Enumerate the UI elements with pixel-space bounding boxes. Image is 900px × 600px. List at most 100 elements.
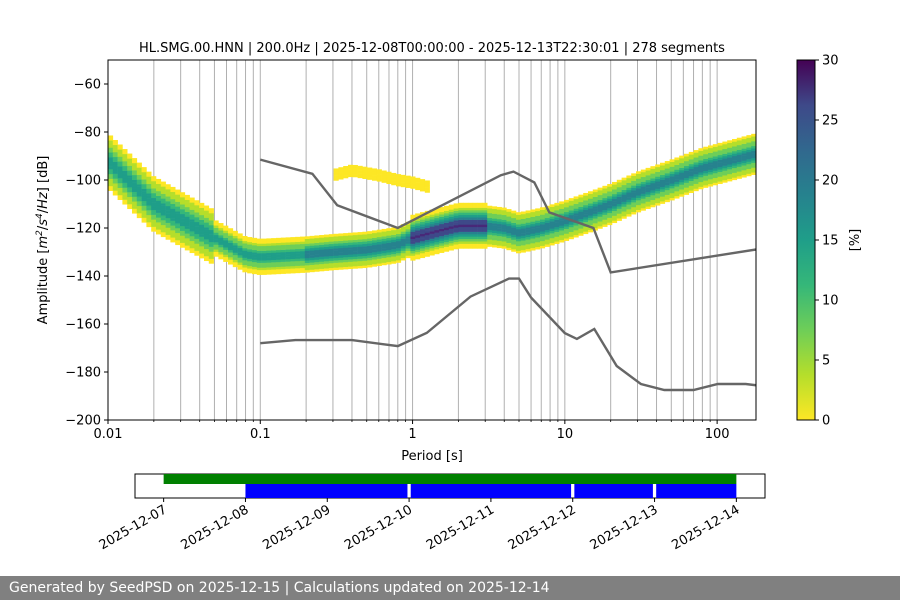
heatmap-cell <box>400 228 406 232</box>
heatmap-cell <box>184 223 190 227</box>
heatmap-cell <box>324 239 330 243</box>
heatmap-cell <box>405 178 411 181</box>
heatmap-cell <box>136 179 142 183</box>
heatmap-cell <box>655 198 661 201</box>
heatmap-cell <box>549 237 555 241</box>
heatmap-cell <box>410 231 416 235</box>
heatmap-cell <box>472 205 478 208</box>
heatmap-cell <box>650 168 656 172</box>
heatmap-cell <box>640 171 646 175</box>
heatmap-cell <box>535 220 541 224</box>
heatmap-cell <box>501 214 507 218</box>
heatmap-cell <box>607 193 613 197</box>
heatmap-cell <box>309 240 315 244</box>
heatmap-cell <box>208 244 214 247</box>
heatmap-cell <box>439 221 445 225</box>
heatmap-cell <box>280 252 286 255</box>
heatmap-cell <box>194 231 200 235</box>
heatmap-cell <box>391 175 397 179</box>
heatmap-cell <box>684 187 690 191</box>
heatmap-cell <box>146 202 152 206</box>
heatmap-cell <box>261 265 267 268</box>
heatmap-cell <box>420 228 426 232</box>
heatmap-cell <box>252 240 258 243</box>
heatmap-cell <box>165 186 171 190</box>
heatmap-cell <box>674 195 680 199</box>
heatmap-cell <box>127 203 133 207</box>
heatmap-cell <box>501 219 507 223</box>
heatmap-cell <box>290 263 296 267</box>
heatmap-cell <box>151 207 157 211</box>
heatmap-cell <box>564 209 570 213</box>
heatmap-cell <box>242 260 248 263</box>
heatmap-cell <box>280 249 286 253</box>
heatmap-cell <box>170 222 176 226</box>
y-tick-label: −180 <box>65 366 101 381</box>
heatmap-cell <box>722 177 728 181</box>
heatmap-cell <box>501 207 507 211</box>
heatmap-cell <box>535 244 541 248</box>
heatmap-cell <box>477 241 483 244</box>
heatmap-cell <box>194 200 200 203</box>
heatmap-cell <box>108 135 114 139</box>
heatmap-cell <box>684 170 690 174</box>
heatmap-cell <box>232 259 238 263</box>
heatmap-cell <box>108 188 114 191</box>
heatmap-cell <box>386 252 392 255</box>
heatmap-cell <box>616 213 622 217</box>
heatmap-cell <box>674 176 680 180</box>
heatmap-cell <box>703 165 709 169</box>
heatmap-cell <box>501 217 507 220</box>
heatmap-cell <box>684 180 690 183</box>
heatmap-cell <box>232 230 238 234</box>
heatmap-cell <box>127 177 133 181</box>
heatmap-cell <box>458 207 464 211</box>
heatmap-cell <box>117 163 123 167</box>
heatmap-cell <box>165 215 171 219</box>
heatmap-cell <box>285 251 291 255</box>
heatmap-cell <box>256 267 262 271</box>
heatmap-cell <box>439 214 445 217</box>
heatmap-cell <box>525 227 531 230</box>
heatmap-cell <box>645 184 651 188</box>
heatmap-cell <box>285 254 291 257</box>
heatmap-cell <box>415 230 421 233</box>
heatmap-cell <box>391 239 397 243</box>
heatmap-cell <box>146 198 152 201</box>
heatmap-cell <box>530 243 536 246</box>
heatmap-cell <box>621 201 627 205</box>
heatmap-cell <box>645 203 651 207</box>
heatmap-cell <box>583 214 589 218</box>
colorbar-tick-label: 20 <box>822 174 839 189</box>
heatmap-cell <box>693 186 699 189</box>
heatmap-cell <box>271 247 277 251</box>
heatmap-cell <box>324 236 330 240</box>
x-axis: 0.01 0.1 1 10 100 <box>94 420 730 442</box>
heatmap-cell <box>712 165 718 169</box>
heatmap-cell <box>400 179 406 183</box>
heatmap-cell <box>189 197 195 201</box>
heatmap-cell <box>256 257 262 261</box>
heatmap-cell <box>208 229 214 233</box>
heatmap-cell <box>180 237 186 241</box>
heatmap-cell <box>520 247 526 251</box>
heatmap-cell <box>132 177 138 180</box>
heatmap-cell <box>492 211 498 214</box>
heatmap-cell <box>156 207 162 211</box>
heatmap-cell <box>117 187 123 191</box>
heatmap-cell <box>328 267 334 271</box>
heatmap-cell <box>674 181 680 185</box>
heatmap-cell <box>237 252 243 256</box>
heatmap-cell <box>410 257 416 261</box>
heatmap-cell <box>516 226 522 230</box>
heatmap-cell <box>319 247 325 250</box>
heatmap-cell <box>343 166 349 169</box>
heatmap-cell <box>660 186 666 190</box>
heatmap-cell <box>415 220 421 224</box>
heatmap-cell <box>348 174 354 178</box>
heatmap-cell <box>722 165 728 169</box>
heatmap-cell <box>228 261 234 265</box>
heatmap-cell <box>492 242 498 246</box>
heatmap-cell <box>218 235 224 238</box>
heatmap-cell <box>348 237 354 241</box>
